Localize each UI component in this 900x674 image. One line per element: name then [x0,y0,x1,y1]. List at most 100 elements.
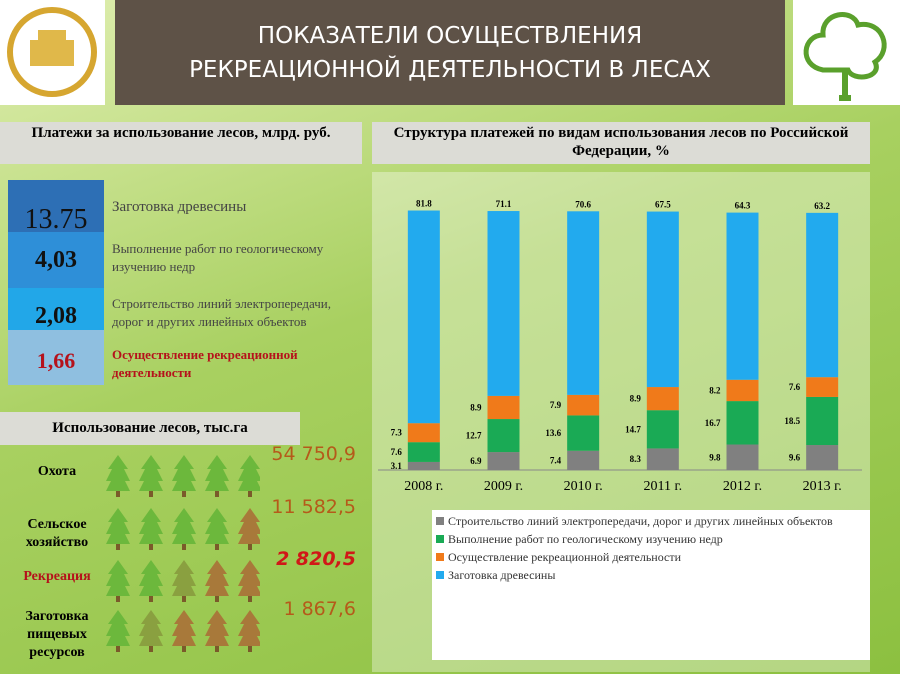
data-label: 81.8 [416,199,432,209]
payment-value: 2,08 [8,288,104,330]
tree-icon [205,560,229,596]
bar-segment [567,211,600,395]
usage-name: Охота [37,464,77,479]
chart-title: Структура платежей по видам использовани… [372,122,870,164]
data-label: 7.9 [550,400,562,410]
usage-value: 54 750,9 [271,443,356,465]
payment-value: 13.75 [8,180,104,232]
tree-icon [238,560,260,596]
logo-emblem [7,7,97,97]
data-label: 16.7 [705,418,721,428]
data-label: 8.9 [470,402,482,412]
legend-label: Осуществление рекреационной деятельности [448,550,682,564]
payment-label: Строительство линий электропередачи, дор… [112,296,332,329]
tree-trunk [149,596,153,602]
x-tick-label: 2008 г. [404,479,443,494]
x-tick-label: 2010 г. [564,479,603,494]
tree-icon [106,455,130,491]
usage-name: Сельское хозяйство [25,517,89,550]
usage-title: Использование лесов, тыс.га [0,412,300,445]
x-tick-label: 2011 г. [644,479,683,494]
tree-trunk [182,491,186,497]
x-tick-label: 2013 г. [803,479,842,494]
tree-icon [139,610,163,646]
data-label: 64.3 [735,201,751,211]
tree-trunk [116,544,120,550]
legend-swatch [436,535,444,543]
tree-row [106,455,260,497]
tree-row [106,610,260,652]
tree-icon [172,610,196,646]
logo-right [793,0,900,105]
data-label: 7.3 [391,428,403,438]
tree-trunk [248,491,252,497]
bar-segment [567,415,600,451]
tree-icon [172,508,196,544]
bar-segment [646,410,679,449]
bar-segment [726,212,759,380]
bar-segment [567,394,600,416]
tree-row [106,560,260,602]
bar-segment [806,396,839,446]
payment-label: Осуществление рекреационной деятельности [112,347,298,380]
bar-segment [646,387,679,411]
legend-label: Выполнение работ по геологическому изуче… [448,532,723,546]
tree-trunk [149,646,153,652]
logo-left [0,0,105,105]
data-label: 3.1 [391,461,403,471]
tree-trunk [149,491,153,497]
data-label: 67.5 [655,200,671,210]
tree-trunk [215,491,219,497]
bar-segment [407,210,440,424]
tree-trunk [182,596,186,602]
data-label: 9.6 [789,453,801,463]
tree-icon [139,455,163,491]
bar-segment [487,419,520,453]
bar-segment [567,450,600,470]
bar-segment [806,212,839,378]
usage-name: Заготовка пищевых ресурсов [25,609,89,660]
tree-trunk [116,491,120,497]
chart: 3.1 7.6 7.3 81.8 2008 г. 6.9 12.7 8.9 71.1 2009 г… [378,199,862,494]
data-label: 63.2 [814,201,830,211]
legend-label: Строительство линий электропередачи, дор… [448,514,833,528]
tree-icon [803,12,887,101]
tree-icon [238,455,260,491]
bar-segment [487,211,520,396]
tree-icon [172,560,196,596]
tree-trunk [182,646,186,652]
tree-icon [106,560,130,596]
bar-segment [726,401,759,445]
legend-entry: Заготовка древесины [436,568,870,582]
usage-name: Рекреация [23,569,91,584]
payments-title: Платежи за использование лесов, млрд. ру… [0,122,362,164]
bar-segment [726,379,759,402]
tree-trunk [149,544,153,550]
page-title: ПОКАЗАТЕЛИ ОСУЩЕСТВЛЕНИЯ РЕКРЕАЦИОННОЙ Д… [115,0,785,105]
tree-icon [139,560,163,596]
bar-segment [487,395,520,420]
legend-swatch [436,517,444,525]
tree-icon [238,508,260,544]
bar-segment [646,211,679,388]
tree-trunk [215,646,219,652]
data-label: 6.9 [470,456,482,466]
tree-icon [106,610,130,646]
bar-segment [407,461,440,470]
tree-icon [205,508,229,544]
usage-value: 11 582,5 [271,496,356,518]
legend-entry: Строительство линий электропередачи, дор… [436,514,870,528]
data-label: 13.6 [545,428,561,438]
bar-segment [806,445,839,470]
legend: Строительство линий электропередачи, дор… [432,510,870,660]
x-tick-label: 2012 г. [723,479,762,494]
legend-swatch [436,571,444,579]
bar-segment [726,444,759,470]
data-label: 71.1 [496,199,512,209]
tree-trunk [215,596,219,602]
bar-segment [407,423,440,443]
legend-entry: Выполнение работ по геологическому изуче… [436,532,870,546]
data-label: 14.7 [625,424,641,434]
tree-trunk [248,596,252,602]
tree-trunk [116,596,120,602]
